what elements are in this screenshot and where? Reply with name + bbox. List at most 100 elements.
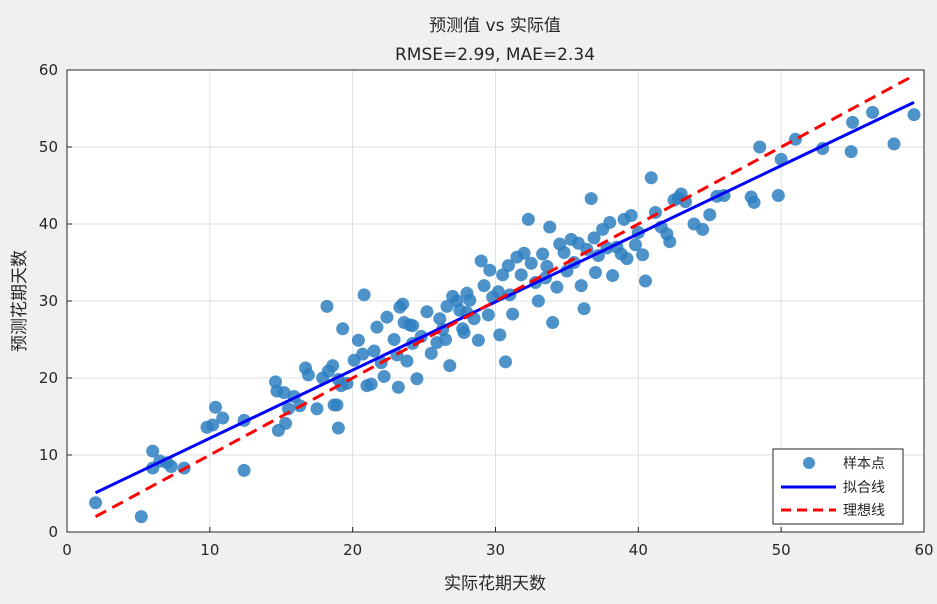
scatter-point	[506, 307, 520, 321]
scatter-point	[517, 246, 531, 260]
scatter-point	[620, 252, 634, 266]
scatter-point	[146, 444, 160, 458]
scatter-point	[440, 299, 454, 313]
scatter-point	[406, 319, 420, 333]
scatter-point	[587, 231, 601, 245]
scatter-point	[206, 418, 220, 432]
scatter-point	[498, 355, 512, 369]
scatter-point	[483, 263, 497, 277]
scatter-point	[439, 333, 453, 346]
scatter-point	[364, 377, 378, 391]
scatter-point	[584, 192, 598, 206]
scatter-point	[550, 280, 564, 294]
y-tick-label: 50	[39, 138, 58, 156]
scatter-point	[540, 259, 554, 273]
scatter-point	[420, 305, 434, 319]
scatter-point	[351, 333, 365, 347]
scatter-point	[696, 222, 710, 236]
x-tick-label: 10	[200, 541, 219, 559]
legend-label-fit: 拟合线	[843, 480, 885, 496]
y-tick-label: 60	[39, 61, 58, 79]
ideal-line	[94, 74, 915, 518]
scatter-point	[463, 293, 477, 307]
scatter-point	[330, 398, 344, 412]
scatter-point	[846, 115, 860, 129]
scatter-point	[493, 328, 507, 342]
scatter-point	[281, 402, 295, 416]
scatter-point	[543, 220, 557, 234]
scatter-point	[301, 368, 315, 382]
scatter-point	[326, 359, 340, 373]
scatter-point	[443, 359, 457, 373]
scatter-point	[491, 285, 505, 299]
scatter-point	[644, 171, 658, 185]
scatter-point	[866, 105, 880, 119]
scatter-point	[457, 326, 471, 340]
scatter-point	[474, 254, 488, 268]
scatter-point	[357, 288, 371, 302]
scatter-point	[603, 215, 617, 229]
x-axis-label: 实际花期天数	[444, 574, 546, 594]
scatter-point	[624, 209, 638, 223]
legend-label-scatter: 样本点	[843, 456, 885, 472]
scatter-point	[628, 238, 642, 252]
scatter-point	[501, 259, 515, 273]
line-series	[94, 74, 915, 518]
y-tick-label: 40	[39, 215, 58, 233]
scatter-point	[588, 266, 602, 280]
axis-ticks: 0 10 20 30 40 50 60 0 10 20 30 40 50 60	[39, 61, 934, 559]
scatter-point	[481, 308, 495, 322]
scatter-point	[387, 333, 401, 346]
y-axis-label: 预测花期天数	[10, 250, 30, 352]
scatter-point	[331, 421, 345, 435]
scatter-point	[524, 256, 538, 270]
scatter-point	[907, 108, 921, 122]
scatter-point	[577, 302, 591, 316]
scatter-point	[209, 400, 223, 414]
scatter-point	[310, 402, 324, 416]
scatter-series	[89, 105, 921, 524]
scatter-point	[89, 496, 103, 510]
scatter-point	[396, 297, 410, 311]
x-tick-label: 40	[629, 541, 648, 559]
scatter-point	[424, 346, 438, 360]
y-tick-label: 0	[48, 523, 58, 541]
scatter-point	[531, 294, 545, 308]
scatter-point	[336, 322, 350, 336]
scatter-point	[606, 269, 620, 283]
legend: 样本点 拟合线 理想线	[772, 448, 904, 525]
scatter-point	[477, 279, 491, 293]
scatter-point	[638, 274, 652, 288]
y-tick-label: 20	[39, 369, 58, 387]
scatter-point	[370, 320, 384, 334]
scatter-point	[380, 310, 394, 324]
scatter-point	[433, 312, 447, 326]
scatter-point	[237, 463, 251, 477]
scatter-point	[377, 369, 391, 383]
y-tick-label: 10	[39, 446, 58, 464]
scatter-point	[753, 140, 767, 154]
scatter-point	[134, 510, 148, 524]
scatter-point	[277, 386, 291, 400]
x-tick-label: 30	[486, 541, 505, 559]
legend-marker-scatter	[803, 457, 815, 469]
scatter-point	[663, 235, 677, 249]
y-tick-label: 30	[39, 292, 58, 310]
chart-subtitle: RMSE=2.99, MAE=2.34	[395, 45, 595, 65]
scatter-point	[574, 279, 588, 293]
scatter-point	[391, 380, 405, 394]
scatter-point	[279, 416, 293, 430]
x-tick-label: 60	[914, 541, 933, 559]
scatter-point	[703, 208, 717, 222]
scatter-point	[216, 411, 230, 425]
x-tick-label: 0	[62, 541, 72, 559]
legend-label-ideal: 理想线	[843, 503, 885, 519]
chart-title: 预测值 vs 实际值	[429, 16, 561, 36]
scatter-point	[771, 189, 785, 203]
scatter-point	[536, 247, 550, 261]
x-tick-label: 20	[343, 541, 362, 559]
scatter-point	[887, 137, 901, 151]
scatter-point	[164, 460, 178, 474]
scatter-point	[367, 344, 381, 358]
